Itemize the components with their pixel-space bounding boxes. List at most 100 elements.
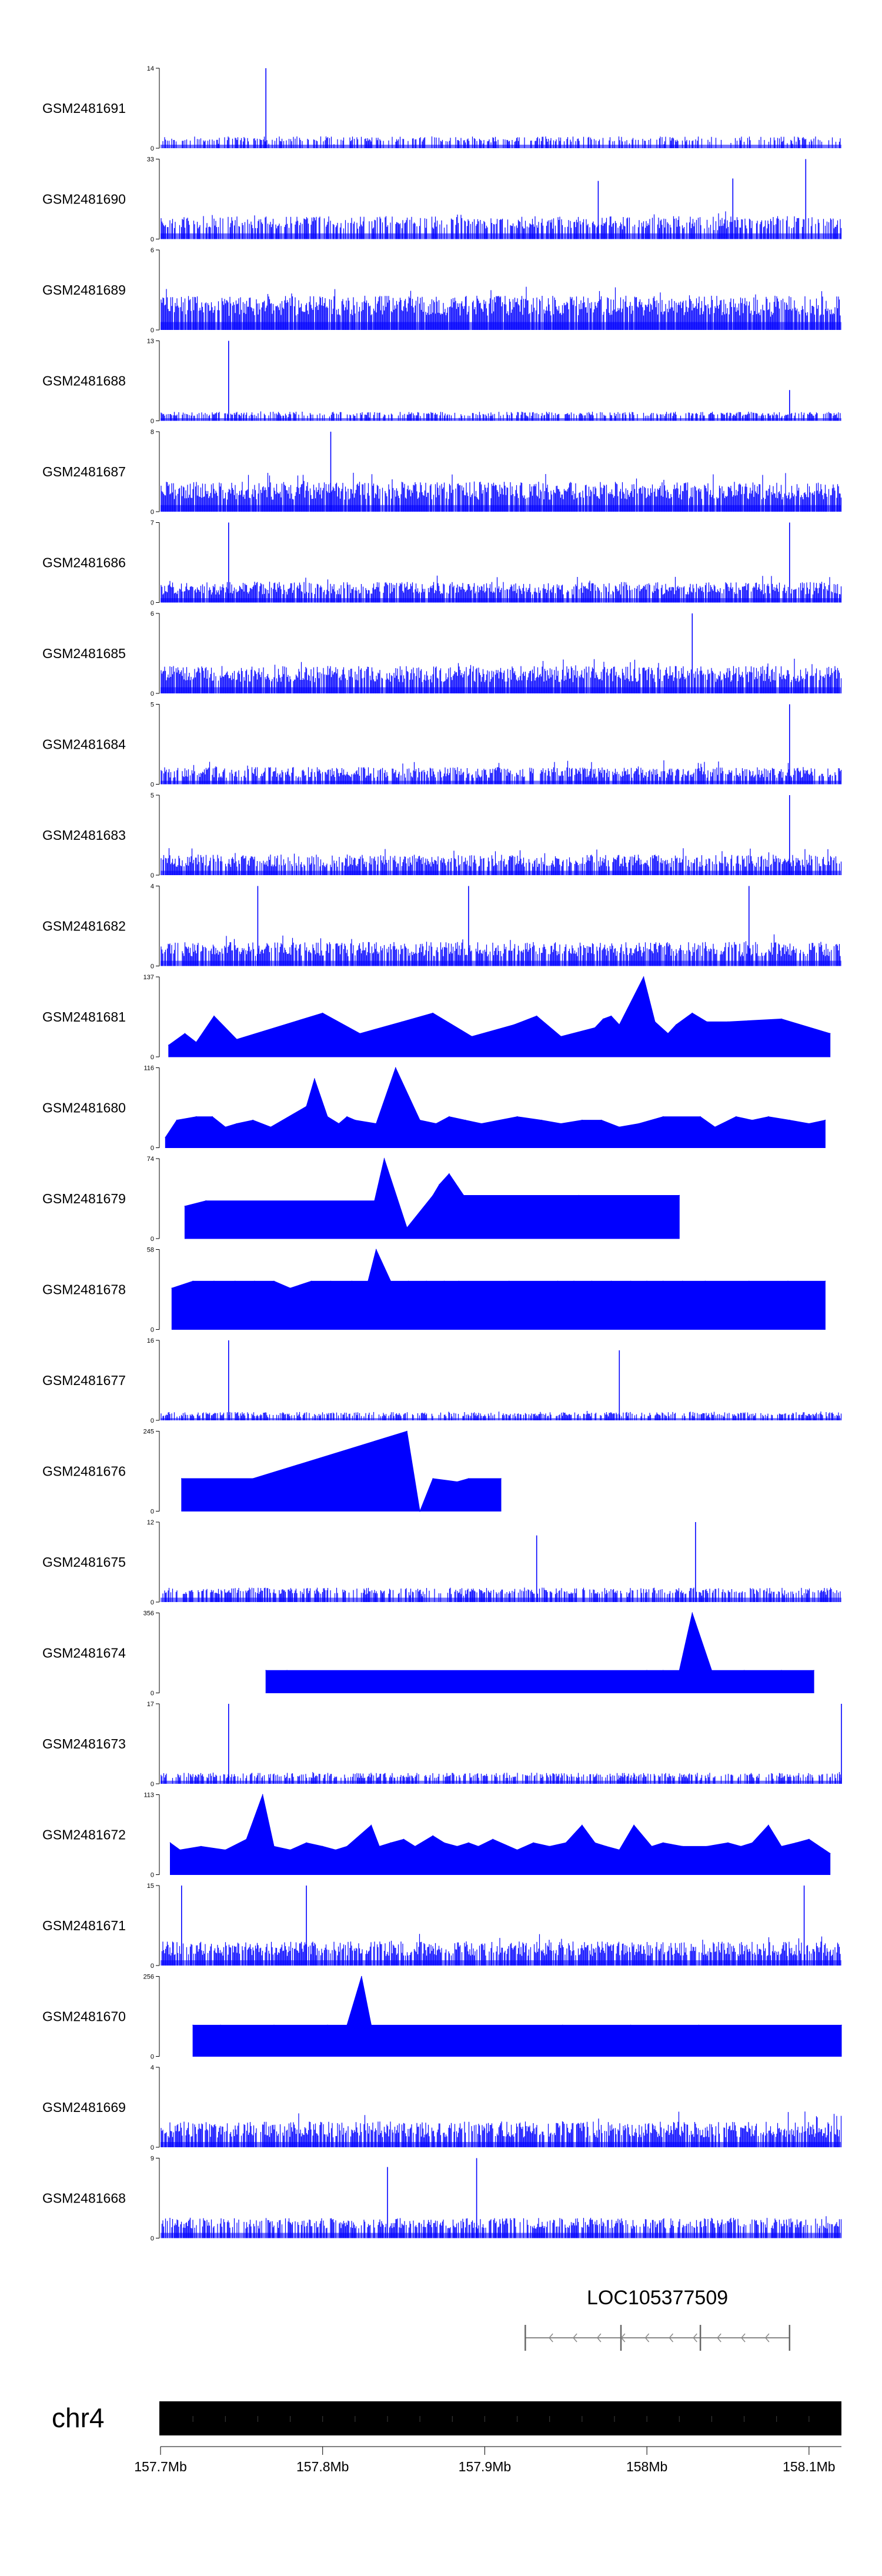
track-label: GSM2481690 xyxy=(42,192,126,207)
coverage-peak xyxy=(330,1280,332,1282)
coverage-peak xyxy=(195,1116,197,1117)
coverage-peak xyxy=(419,1510,420,1512)
track-label: GSM2481671 xyxy=(42,1918,126,1933)
track-label: GSM2481684 xyxy=(42,737,126,752)
y-max-label: 5 xyxy=(151,702,154,709)
coverage-peak xyxy=(265,1670,267,1671)
coverage-peak xyxy=(181,1478,182,1479)
y-max-label: 15 xyxy=(147,1883,154,1890)
axis-tick-label: 157.9Mb xyxy=(459,2459,512,2474)
coverage-peak xyxy=(781,1670,782,1671)
y-max-label: 16 xyxy=(147,1337,154,1344)
coverage-baseline xyxy=(161,598,841,603)
y-min-label: 0 xyxy=(151,690,154,698)
coverage-peak xyxy=(808,1123,810,1125)
coverage-peak xyxy=(781,1846,782,1847)
coverage-peak xyxy=(201,1846,202,1847)
coverage-peak xyxy=(594,1027,596,1029)
coverage-peak xyxy=(408,1280,409,1282)
coverage-peak xyxy=(456,1846,458,1847)
coverage-peak xyxy=(368,1280,369,1282)
coverage-peak xyxy=(594,1842,596,1844)
coverage-peak xyxy=(768,1116,769,1117)
coverage-peak xyxy=(289,1287,291,1289)
coverage-peak xyxy=(273,1280,275,1282)
axis-tick-label: 158.1Mb xyxy=(783,2459,836,2474)
track-label: GSM2481688 xyxy=(42,373,126,389)
y-max-label: 6 xyxy=(151,247,154,254)
coverage-peak xyxy=(212,1116,213,1117)
coverage-peak xyxy=(322,1846,323,1847)
coverage-peak xyxy=(533,1842,534,1844)
track-GSM2481674: GSM2481674 356 0 xyxy=(42,1610,814,1697)
coverage-peak xyxy=(601,1119,602,1121)
coverage-peak xyxy=(516,1849,518,1851)
coverage-peak xyxy=(415,1846,416,1847)
coverage-peak xyxy=(306,1106,307,1107)
coverage-peak xyxy=(361,1976,362,1977)
coverage-peak xyxy=(225,1849,226,1851)
gene-model xyxy=(524,2325,791,2351)
strand-arrow-icon xyxy=(764,2333,770,2343)
coverage-peak xyxy=(432,1194,433,1196)
coverage-peak xyxy=(714,1126,716,1128)
y-max-label: 14 xyxy=(147,65,154,72)
coverage-peak xyxy=(205,1200,207,1202)
y-min-label: 0 xyxy=(151,1690,154,1697)
track-GSM2481673: GSM2481673 17 0 xyxy=(42,1701,842,1788)
gene-label: LOC105377509 xyxy=(587,2287,728,2309)
track-GSM2481671: GSM2481671 15 0 xyxy=(42,1883,841,1970)
coverage-peak xyxy=(235,1280,236,1282)
track-label: GSM2481674 xyxy=(42,1646,126,1661)
strand-arrow-icon xyxy=(549,2333,553,2343)
y-max-label: 13 xyxy=(147,338,154,345)
coverage-peak xyxy=(286,1670,288,1671)
coverage-peak xyxy=(662,1116,664,1117)
coverage-peak xyxy=(781,1018,782,1020)
coverage-peak xyxy=(711,1670,713,1671)
coverage-peak xyxy=(751,1842,753,1844)
coverage-peak xyxy=(646,1280,647,1282)
coverage-peak xyxy=(419,1119,420,1121)
y-min-label: 0 xyxy=(151,1872,154,1879)
coverage-peak xyxy=(468,1842,469,1844)
y-min-label: 0 xyxy=(151,872,154,879)
coverage-peak xyxy=(426,1280,427,1282)
coverage-peak xyxy=(562,2024,563,2026)
coverage-peak xyxy=(654,1021,656,1023)
coverage-peak xyxy=(346,1846,348,1847)
track-label: GSM2481680 xyxy=(42,1100,126,1116)
coverage-peak xyxy=(195,1042,197,1043)
y-max-label: 4 xyxy=(151,883,154,890)
coverage-peak xyxy=(751,1119,753,1121)
coverage-peak xyxy=(536,1015,537,1017)
coverage-peak xyxy=(458,1280,460,1282)
strand-arrow-icon xyxy=(620,2333,626,2343)
coverage-peak xyxy=(471,1036,473,1037)
coverage-peak xyxy=(252,1119,254,1121)
coverage-peak xyxy=(591,1280,593,1282)
coverage-peak xyxy=(456,1481,458,1483)
track-GSM2481679: GSM2481679 74 0 xyxy=(42,1156,680,1243)
coverage-baseline xyxy=(161,1960,841,1966)
coverage-peak xyxy=(439,1184,440,1185)
coverage-peak xyxy=(184,1206,186,1207)
coverage-peak xyxy=(549,1846,550,1847)
coverage-area xyxy=(165,1067,826,1148)
coverage-baseline xyxy=(161,960,841,966)
track-GSM2481668: GSM2481668 9 0 xyxy=(42,2155,842,2243)
y-min-label: 0 xyxy=(151,1963,154,1970)
coverage-peak xyxy=(619,1126,620,1128)
coverage-peak xyxy=(481,1123,482,1125)
coverage-area xyxy=(184,1157,680,1239)
track-label: GSM2481669 xyxy=(42,2100,126,2115)
coverage-baseline xyxy=(161,505,841,512)
coverage-peak xyxy=(449,1116,450,1117)
coverage-peak xyxy=(691,1012,693,1014)
coverage-peak xyxy=(254,1280,255,1282)
coverage-peak xyxy=(841,2024,842,2026)
coverage-peak xyxy=(602,1018,604,1020)
coverage-peak xyxy=(465,1119,466,1121)
y-max-label: 137 xyxy=(143,974,154,981)
track-GSM2481670: GSM2481670 256 0 xyxy=(42,1974,842,2061)
